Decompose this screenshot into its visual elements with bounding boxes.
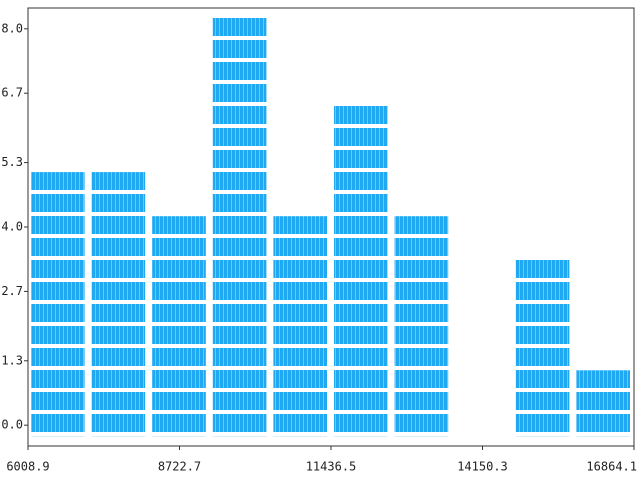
- bar: [31, 172, 85, 437]
- x-tick-label: 6008.9: [6, 460, 49, 474]
- y-tick-label: 0.0: [1, 418, 23, 432]
- y-tick-label: 6.7: [1, 86, 23, 100]
- bar: [576, 370, 630, 437]
- bar: [273, 216, 327, 437]
- y-tick-label: 2.7: [1, 284, 23, 298]
- bar: [334, 105, 388, 437]
- y-tick-label: 5.3: [1, 155, 23, 169]
- x-tick-label: 8722.7: [158, 460, 201, 474]
- y-tick-label: 1.3: [1, 353, 23, 367]
- x-tick-label: 14150.3: [457, 460, 508, 474]
- bar: [152, 216, 206, 437]
- x-tick-label: 11436.5: [306, 460, 357, 474]
- x-tick-label: 16864.1: [586, 460, 637, 474]
- y-tick-label: 8.0: [1, 21, 23, 35]
- bar: [394, 216, 449, 437]
- bar: [91, 172, 146, 437]
- bar: [515, 259, 570, 437]
- y-tick-label: 4.0: [1, 220, 23, 234]
- bar: [212, 18, 267, 437]
